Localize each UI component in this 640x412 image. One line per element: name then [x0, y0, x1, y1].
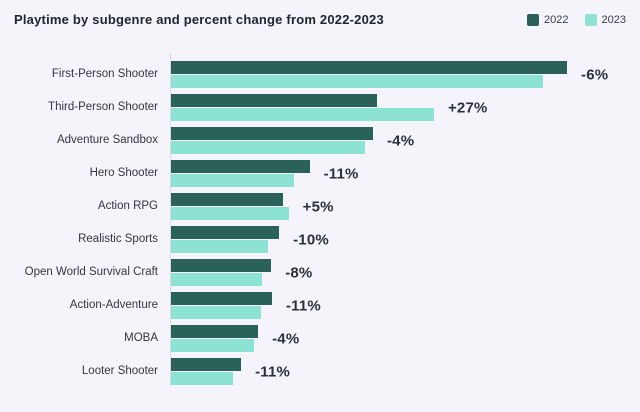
bar-2022	[171, 325, 259, 338]
category-label: First-Person Shooter	[51, 68, 158, 80]
bar-2023	[171, 75, 544, 88]
category-label: Looter Shooter	[81, 365, 158, 377]
chart-row: Action RPG +5%	[14, 193, 626, 220]
bar-2022	[171, 292, 272, 305]
bar-2023	[171, 339, 255, 352]
legend-item-2022: 2022	[527, 13, 569, 26]
category-label: Adventure Sandbox	[56, 134, 158, 146]
bar-2022	[171, 160, 310, 173]
category-label: Realistic Sports	[78, 233, 158, 245]
bar-group: -4%	[170, 325, 626, 352]
bar-2023	[171, 273, 263, 286]
chart-row: Open World Survival Craft -8%	[14, 259, 626, 286]
bar-2023	[171, 174, 295, 187]
bar-group: -11%	[170, 358, 626, 385]
bar-group: -4%	[170, 127, 626, 154]
bar-2023	[171, 108, 434, 121]
bar-group: -6%	[170, 61, 626, 88]
chart-title: Playtime by subgenre and percent change …	[14, 12, 384, 27]
chart-row: Action-Adventure -11%	[14, 292, 626, 319]
bar-2022	[171, 259, 272, 272]
percent-change-label: +5%	[302, 198, 334, 215]
legend-label-2022: 2022	[544, 13, 569, 26]
category-label: Action RPG	[97, 200, 158, 212]
legend-swatch-2023	[584, 13, 597, 26]
chart-row: Hero Shooter -11%	[14, 160, 626, 187]
bar-2023	[171, 306, 261, 319]
chart-row: Looter Shooter -11%	[14, 358, 626, 385]
category-axis-line	[170, 53, 171, 387]
bar-2022	[171, 226, 280, 239]
percent-change-label: -11%	[323, 165, 359, 182]
bar-group: -10%	[170, 226, 626, 253]
bar-group: -11%	[170, 160, 626, 187]
bar-2023	[171, 207, 289, 220]
category-label: MOBA	[124, 332, 158, 344]
legend-item-2023: 2023	[584, 13, 626, 26]
percent-change-label: -8%	[285, 264, 313, 281]
chart-header: Playtime by subgenre and percent change …	[14, 12, 626, 27]
percent-change-label: +27%	[447, 99, 488, 116]
percent-change-label: -10%	[293, 231, 329, 248]
legend: 2022 2023	[527, 13, 626, 26]
percent-change-label: -11%	[285, 297, 321, 314]
bar-2022	[171, 94, 377, 107]
bar-2023	[171, 240, 269, 253]
chart-rows: First-Person Shooter -6% Third-Person Shoo…	[14, 61, 626, 385]
category-label: Third-Person Shooter	[48, 101, 158, 113]
legend-swatch-2022	[527, 13, 540, 26]
chart-row: Third-Person Shooter +27%	[14, 94, 626, 121]
chart-row: Adventure Sandbox -4%	[14, 127, 626, 154]
bar-2022	[171, 127, 373, 140]
bar-2023	[171, 372, 234, 385]
bar-2022	[171, 61, 567, 74]
bar-group: -11%	[170, 292, 626, 319]
category-label: Hero Shooter	[89, 167, 158, 179]
bar-2022	[171, 358, 242, 371]
chart-row: First-Person Shooter -6%	[14, 61, 626, 88]
percent-change-label: -4%	[272, 330, 300, 347]
percent-change-label: -11%	[255, 363, 291, 380]
legend-label-2023: 2023	[601, 13, 626, 26]
bar-2023	[171, 141, 366, 154]
plot-area: First-Person Shooter -6% Third-Person Shoo…	[14, 53, 626, 387]
category-label: Open World Survival Craft	[24, 266, 158, 278]
category-label: Action-Adventure	[69, 299, 158, 311]
bar-group: +5%	[170, 193, 626, 220]
bar-2022	[171, 193, 284, 206]
chart-row: MOBA -4%	[14, 325, 626, 352]
chart-row: Realistic Sports -10%	[14, 226, 626, 253]
bar-group: +27%	[170, 94, 626, 121]
percent-change-label: -6%	[581, 66, 609, 83]
bar-group: -8%	[170, 259, 626, 286]
percent-change-label: -4%	[386, 132, 415, 149]
